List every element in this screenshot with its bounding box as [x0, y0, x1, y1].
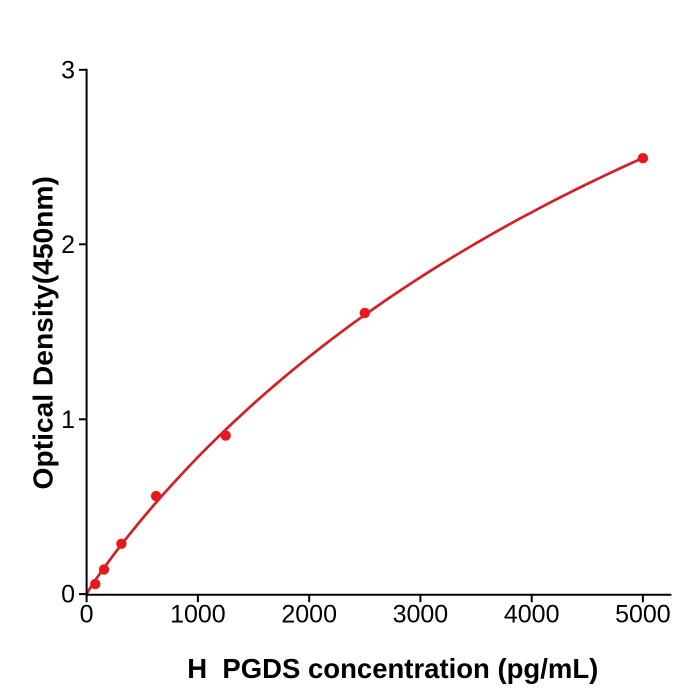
svg-text:1: 1 — [61, 406, 75, 434]
svg-text:Optical Density(450nm): Optical Density(450nm) — [27, 176, 59, 489]
svg-text:3000: 3000 — [393, 600, 449, 628]
svg-text:5000: 5000 — [615, 600, 671, 628]
svg-text:2: 2 — [61, 231, 75, 259]
svg-text:0: 0 — [80, 600, 94, 628]
svg-text:4000: 4000 — [504, 600, 560, 628]
svg-text:3: 3 — [61, 56, 75, 84]
svg-text:H PGDS concentration (pg/mL): H PGDS concentration (pg/mL) — [187, 653, 598, 684]
svg-text:2000: 2000 — [281, 600, 337, 628]
svg-text:0: 0 — [61, 581, 75, 609]
svg-text:1000: 1000 — [170, 600, 226, 628]
